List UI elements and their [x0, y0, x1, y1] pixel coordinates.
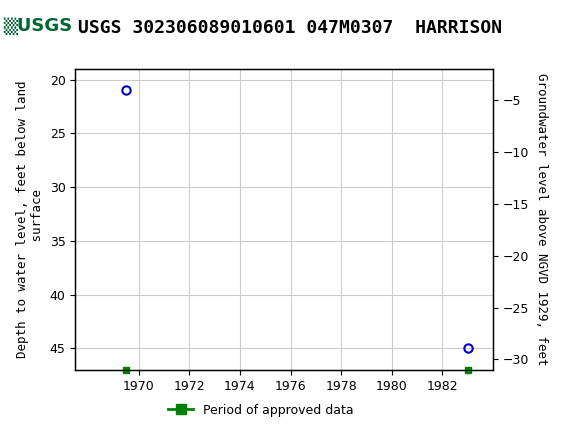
Text: USGS 302306089010601 047M0307  HARRISON: USGS 302306089010601 047M0307 HARRISON: [78, 19, 502, 37]
Y-axis label: Groundwater level above NGVD 1929, feet: Groundwater level above NGVD 1929, feet: [535, 73, 548, 366]
Legend: Period of approved data: Period of approved data: [163, 399, 359, 421]
FancyBboxPatch shape: [3, 4, 78, 47]
Text: ▒USGS: ▒USGS: [3, 17, 72, 35]
Y-axis label: Depth to water level, feet below land
 surface: Depth to water level, feet below land su…: [16, 80, 44, 358]
